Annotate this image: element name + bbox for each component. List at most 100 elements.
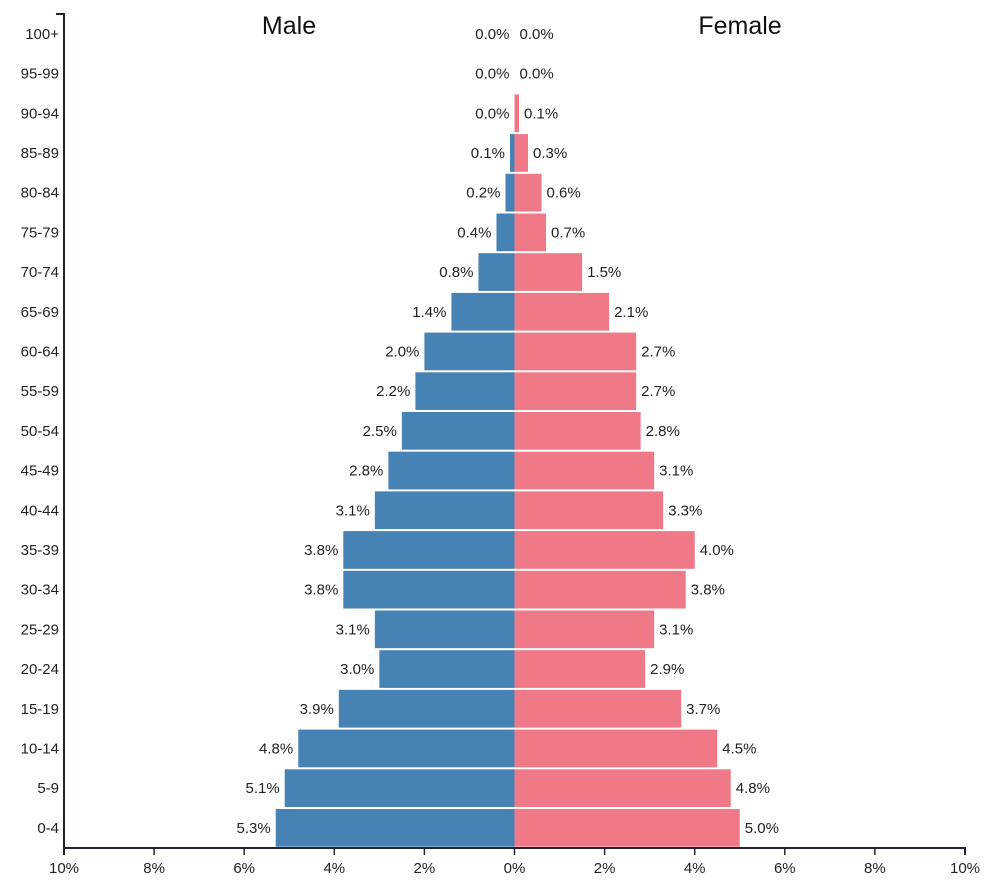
male-bar (424, 332, 515, 371)
male-value-label: 0.4% (457, 224, 491, 241)
male-value-label: 1.4% (412, 304, 446, 321)
male-value-label: 3.9% (300, 701, 334, 718)
female-value-label: 5.0% (745, 820, 779, 837)
x-tick-label: 2% (594, 860, 616, 877)
y-tick-label: 75-79 (21, 224, 59, 241)
y-tick-label: 70-74 (21, 264, 59, 281)
female-value-label: 1.5% (587, 264, 621, 281)
male-bar (388, 451, 515, 490)
female-value-label: 3.7% (686, 701, 720, 718)
y-tick-label: 90-94 (21, 105, 59, 122)
male-bar (374, 491, 515, 530)
y-tick-label: 65-69 (21, 304, 59, 321)
y-tick-label: 40-44 (21, 502, 59, 519)
y-tick-label: 50-54 (21, 423, 59, 440)
y-tick-label: 15-19 (21, 701, 59, 718)
female-value-label: 3.1% (659, 463, 693, 480)
x-tick-label: 4% (684, 860, 706, 877)
x-tick-label: 10% (950, 860, 980, 877)
y-tick-label: 45-49 (21, 463, 59, 480)
female-value-label: 0.0% (520, 26, 554, 43)
x-tick-label: 2% (414, 860, 436, 877)
female-bar (514, 134, 529, 172)
female-value-label: 2.9% (650, 661, 684, 678)
female-bar (514, 689, 682, 728)
male-value-label: 0.2% (466, 185, 500, 202)
x-tick-label: 10% (49, 860, 79, 877)
male-value-label: 3.1% (336, 621, 370, 638)
y-tick-label: 5-9 (37, 780, 59, 797)
female-bar (514, 491, 664, 530)
male-value-label: 0.0% (475, 26, 509, 43)
male-title: Male (262, 12, 316, 40)
male-bar (284, 769, 515, 807)
male-bar (338, 689, 515, 728)
male-value-label: 0.1% (471, 145, 505, 162)
female-value-label: 3.3% (668, 502, 702, 519)
female-value-label: 0.0% (520, 66, 554, 83)
male-value-label: 3.0% (340, 661, 374, 678)
y-tick-label: 20-24 (21, 661, 59, 678)
x-tick-label: 8% (143, 860, 165, 877)
male-bar (374, 610, 515, 649)
female-bar (514, 94, 520, 133)
female-bar (514, 451, 655, 490)
male-value-label: 5.3% (237, 820, 271, 837)
y-axis-line (56, 13, 65, 848)
y-tick-label: 10-14 (21, 740, 59, 757)
male-value-label: 2.8% (349, 463, 383, 480)
y-tick-label: 55-59 (21, 383, 59, 400)
male-value-label: 0.8% (439, 264, 473, 281)
female-bar (514, 173, 542, 212)
female-value-label: 0.7% (551, 224, 585, 241)
female-bar (514, 253, 583, 291)
female-bar (514, 531, 695, 569)
female-value-label: 2.7% (641, 383, 675, 400)
female-bar (514, 570, 686, 609)
y-tick-label: 0-4 (37, 820, 59, 837)
y-tick-label: 25-29 (21, 621, 59, 638)
female-bar (514, 809, 740, 847)
male-value-label: 2.5% (363, 423, 397, 440)
female-value-label: 3.8% (691, 582, 725, 599)
female-bar (514, 332, 637, 371)
male-value-label: 4.8% (259, 740, 293, 757)
female-bar (514, 769, 731, 807)
female-title: Female (698, 12, 781, 40)
male-bar (505, 173, 515, 212)
male-value-label: 3.8% (304, 542, 338, 559)
x-tick-label: 6% (233, 860, 255, 877)
y-tick-label: 100+ (25, 26, 59, 43)
female-value-label: 4.8% (736, 780, 770, 797)
male-bar (298, 729, 515, 768)
female-bar (514, 650, 646, 688)
male-value-label: 0.0% (475, 105, 509, 122)
male-bar (451, 292, 515, 331)
female-value-label: 3.1% (659, 621, 693, 638)
x-tick-label: 6% (774, 860, 796, 877)
y-tick-label: 80-84 (21, 185, 59, 202)
y-tick-label: 60-64 (21, 343, 59, 360)
female-bar (514, 213, 547, 252)
female-value-label: 4.5% (722, 740, 756, 757)
female-bar (514, 292, 610, 331)
male-value-label: 3.1% (336, 502, 370, 519)
x-tick-label: 4% (323, 860, 345, 877)
male-value-label: 0.0% (475, 66, 509, 83)
male-bar (478, 253, 515, 291)
male-bar (379, 650, 515, 688)
female-value-label: 2.8% (646, 423, 680, 440)
male-value-label: 2.0% (385, 343, 419, 360)
y-tick-label: 85-89 (21, 145, 59, 162)
male-bar (343, 531, 515, 569)
female-bar (514, 412, 641, 450)
male-value-label: 2.2% (376, 383, 410, 400)
male-bar (415, 372, 515, 410)
male-value-label: 5.1% (246, 780, 280, 797)
male-bar (343, 570, 515, 609)
x-tick-label: 0% (504, 860, 526, 877)
y-tick-label: 35-39 (21, 542, 59, 559)
female-value-label: 0.3% (533, 145, 567, 162)
male-bar (401, 412, 515, 450)
